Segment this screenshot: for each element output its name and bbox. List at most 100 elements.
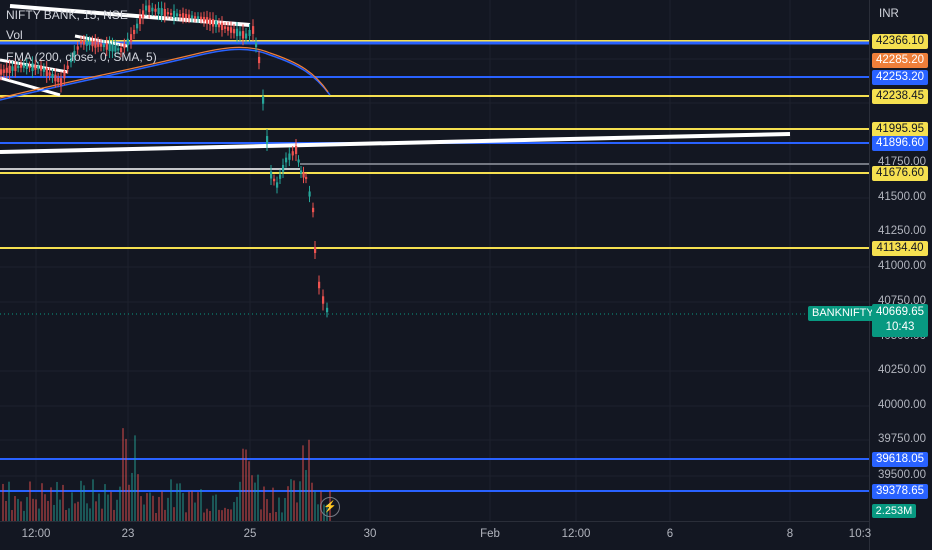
candle-body: [239, 31, 242, 36]
volume-bar: [2, 483, 4, 521]
bolt-icon[interactable]: ⚡: [320, 497, 340, 517]
volume-bar: [182, 493, 184, 521]
price-scale-border: [869, 0, 870, 550]
volume-value-tag: 2.253M: [872, 504, 916, 518]
volume-bar: [299, 481, 301, 521]
volume-bar: [104, 484, 106, 521]
volume-bar: [77, 501, 79, 521]
price-axis-label: 39750.00: [878, 433, 926, 445]
candle-body: [111, 44, 114, 52]
candle-body: [51, 74, 54, 78]
candle-body: [191, 15, 194, 19]
candle-body: [248, 29, 251, 37]
volume-bar: [23, 510, 25, 521]
candle-body: [318, 281, 321, 289]
bar-countdown: 10:43: [885, 321, 915, 333]
volume-bar: [203, 512, 205, 521]
volume-bar: [68, 508, 70, 521]
volume-bar: [152, 495, 154, 521]
candle-body: [88, 41, 91, 46]
candle-body: [76, 46, 79, 50]
candle-body: [80, 40, 83, 44]
symbol-legend[interactable]: NIFTY BANK, 15, NSE: [6, 8, 128, 22]
candle-body: [291, 151, 294, 156]
price-level-tag: 41896.60: [872, 136, 928, 151]
last-price-tag: 40669.65 10:43: [872, 304, 928, 337]
volume-bar: [287, 486, 289, 521]
sma-line: [0, 46, 329, 99]
volume-bar: [146, 493, 148, 521]
volume-bar: [239, 481, 241, 521]
volume-bar: [296, 502, 298, 521]
volume-bar: [311, 482, 313, 521]
candle-body: [22, 64, 26, 68]
candle-body: [300, 170, 303, 174]
volume-bar: [179, 483, 181, 521]
volume-bar: [224, 507, 226, 521]
volume-bar: [131, 472, 133, 521]
candle-body: [185, 13, 188, 19]
candle-body: [212, 19, 215, 27]
time-axis-label: 23: [121, 528, 135, 540]
volume-bar: [5, 500, 7, 521]
candle-body: [57, 77, 60, 83]
volume-bar: [92, 479, 94, 521]
price-level-tag: 41134.40: [872, 241, 928, 256]
trendline: [0, 76, 61, 97]
candle-body: [224, 26, 227, 29]
candle-body: [139, 16, 142, 24]
volume-bar: [173, 507, 175, 521]
candle-body: [94, 40, 97, 48]
volume-bar: [218, 509, 220, 521]
candle-body: [73, 51, 76, 57]
volume-bar: [272, 487, 274, 521]
currency-label[interactable]: INR: [879, 8, 899, 20]
ema-line: [0, 48, 331, 101]
volume-bar: [107, 494, 109, 521]
candle-body: [258, 56, 261, 64]
volume-legend[interactable]: Vol: [6, 28, 23, 42]
candle-body: [105, 43, 108, 50]
candle-body: [34, 65, 37, 70]
candle-body: [91, 41, 94, 47]
volume-bar: [113, 509, 115, 521]
candle-body: [273, 178, 276, 182]
price-axis-label: 41500.00: [878, 191, 926, 203]
volume-bar: [8, 481, 10, 521]
volume-bar: [35, 499, 37, 521]
candle-body: [312, 207, 315, 213]
candle-body: [130, 34, 133, 42]
ema-legend[interactable]: EMA (200, close, 0, SMA, 5): [6, 50, 157, 64]
candle-body: [160, 8, 163, 16]
candle-body: [200, 16, 203, 20]
candle-body: [197, 16, 200, 19]
volume-bar: [251, 475, 253, 521]
candle-body: [221, 22, 224, 31]
volume-bar: [302, 445, 304, 521]
volume-bar: [17, 498, 19, 521]
volume-bar: [233, 502, 235, 521]
price-level-tag: 42366.10: [872, 34, 928, 49]
price-axis-label: 40000.00: [878, 399, 926, 411]
candle-body: [60, 78, 63, 86]
volume-bar: [230, 509, 232, 521]
volume-bar: [41, 483, 43, 521]
volume-bar: [26, 497, 28, 521]
price-axis-label: 40250.00: [878, 364, 926, 376]
candle-body: [157, 7, 160, 15]
volume-bar: [200, 489, 202, 521]
time-axis-label: 30: [363, 528, 377, 540]
volume-bar: [257, 474, 259, 521]
candle-body: [120, 47, 123, 53]
volume-bar: [314, 491, 316, 521]
volume-bar: [71, 492, 73, 521]
candle-body: [295, 146, 298, 154]
volume-bar: [116, 499, 118, 521]
candle-body: [70, 57, 73, 63]
candle-body: [242, 31, 245, 39]
candle-body: [230, 27, 233, 33]
volume-bar: [56, 481, 58, 521]
candle-body: [20, 64, 23, 68]
